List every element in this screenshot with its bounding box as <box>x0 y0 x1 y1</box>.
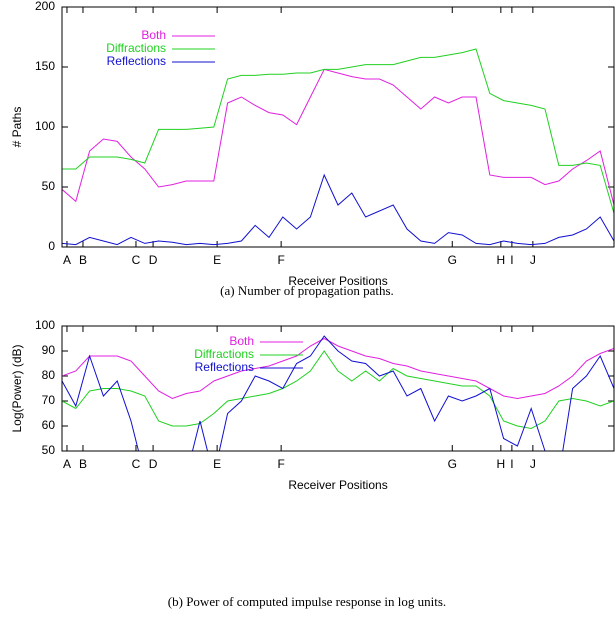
y-tick-label: 0 <box>48 239 55 253</box>
x-tick-label: C <box>132 253 141 267</box>
y-axis-label: # Paths <box>10 107 24 148</box>
y-tick-label: 50 <box>42 179 56 193</box>
x-tick-label: C <box>132 457 141 471</box>
x-tick-label: D <box>149 253 158 267</box>
legend-label: Reflections <box>107 54 166 68</box>
series-line <box>62 173 614 246</box>
x-tick-label: H <box>497 457 506 471</box>
x-tick-label: D <box>149 457 158 471</box>
legend-label: Reflections <box>195 360 254 374</box>
x-tick-label: B <box>79 253 87 267</box>
x-axis-label: Receiver Positions <box>288 274 387 288</box>
y-tick-label: 50 <box>42 443 56 457</box>
x-tick-label: F <box>277 253 284 267</box>
y-tick-label: 80 <box>42 368 56 382</box>
series-line <box>62 337 614 400</box>
y-tick-label: 60 <box>42 418 56 432</box>
y-tick-label: 150 <box>35 59 55 73</box>
y-tick-label: 70 <box>42 393 56 407</box>
plot-frame <box>61 6 615 248</box>
series-line <box>62 68 614 206</box>
legend-label: Both <box>141 28 166 42</box>
x-tick-label: J <box>530 457 536 471</box>
x-tick-label: E <box>213 457 221 471</box>
caption: (a) Number of propagation paths. <box>220 283 394 298</box>
x-tick-label: G <box>448 253 457 267</box>
y-tick-label: 90 <box>42 343 56 357</box>
series-line <box>62 350 614 430</box>
x-tick-label: B <box>79 457 87 471</box>
caption: (b) Power of computed impulse response i… <box>168 594 446 609</box>
y-tick-label: 100 <box>35 318 55 332</box>
x-tick-label: F <box>277 457 284 471</box>
x-tick-label: A <box>63 253 71 267</box>
legend-label: Diffractions <box>194 347 254 361</box>
x-tick-label: J <box>530 253 536 267</box>
y-tick-label: 200 <box>35 0 55 13</box>
x-tick-label: E <box>213 253 221 267</box>
plot-frame <box>61 325 615 452</box>
x-tick-label: A <box>63 457 71 471</box>
y-tick-label: 100 <box>35 119 55 133</box>
series-line <box>62 48 614 214</box>
y-axis-label: Log(Power) (dB) <box>10 344 24 432</box>
x-tick-label: I <box>510 457 513 471</box>
series-line <box>62 335 614 451</box>
x-axis-label: Receiver Positions <box>288 478 387 492</box>
x-tick-label: I <box>510 253 513 267</box>
legend-label: Diffractions <box>106 41 166 55</box>
legend-label: Both <box>229 334 254 348</box>
x-tick-label: G <box>448 457 457 471</box>
x-tick-label: H <box>497 253 506 267</box>
